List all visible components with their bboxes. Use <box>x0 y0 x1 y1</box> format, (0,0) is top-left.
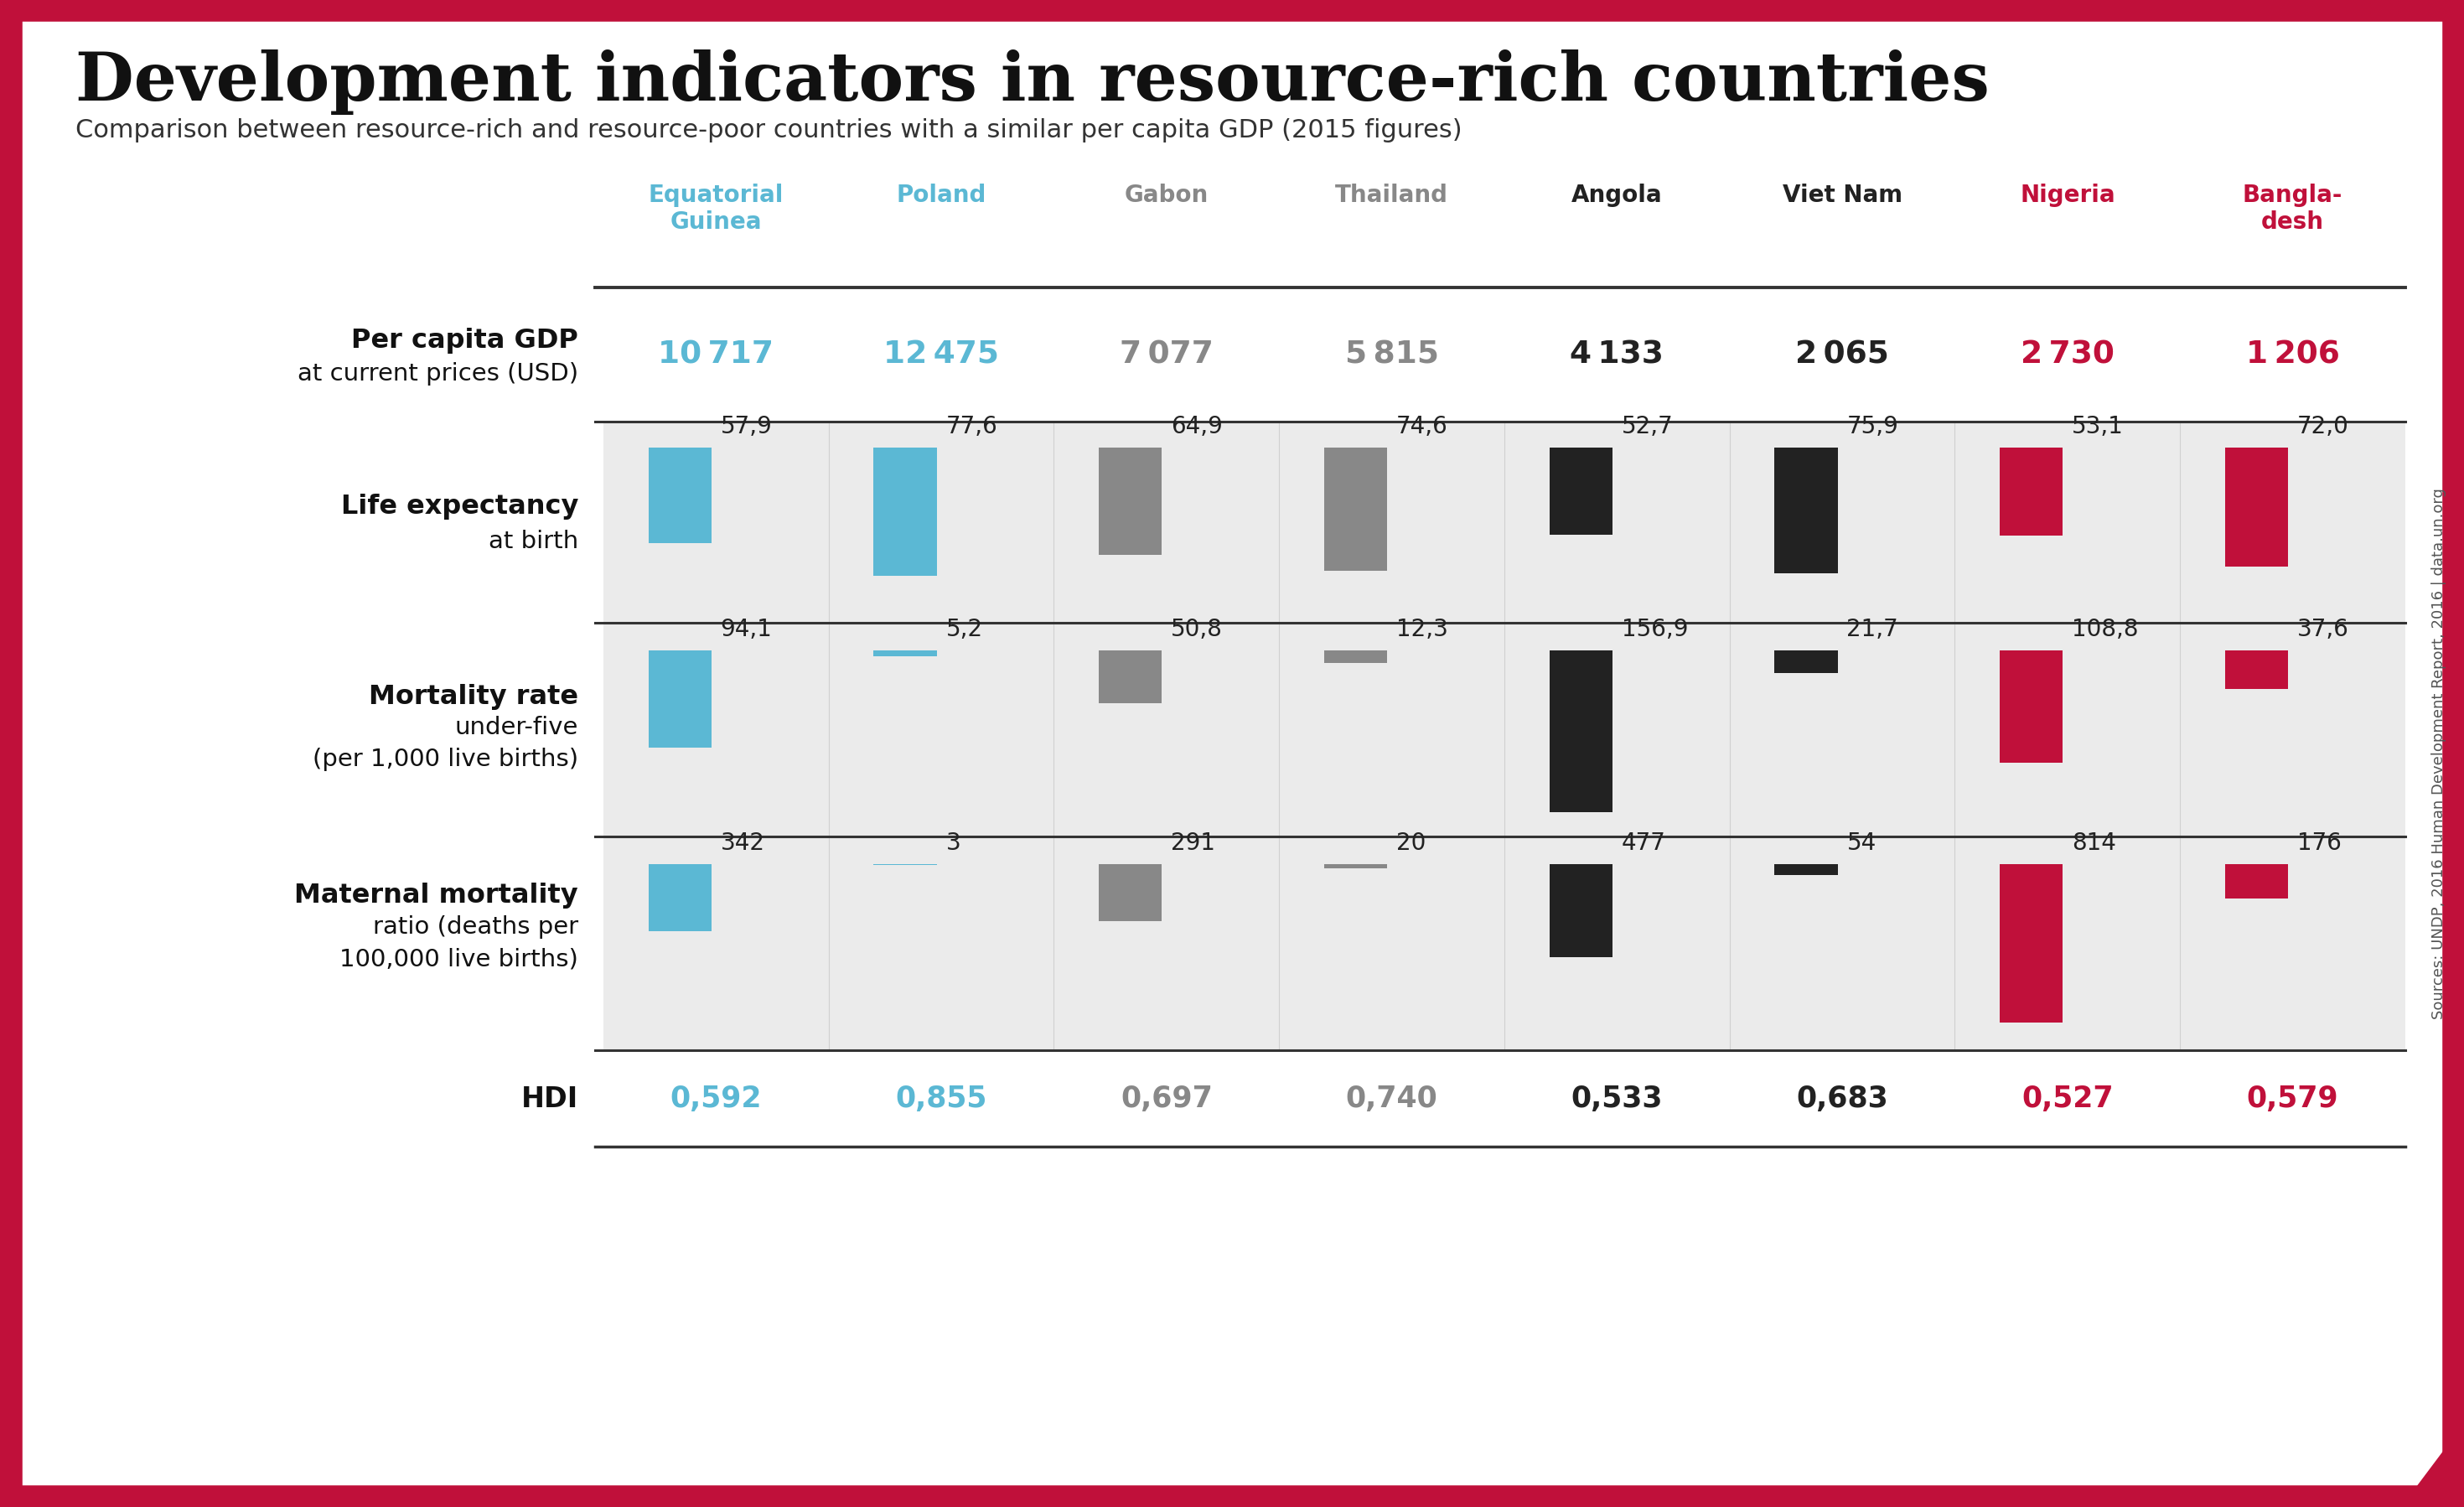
Bar <box>648 651 712 747</box>
Text: 342: 342 <box>719 832 764 854</box>
Text: 2 730: 2 730 <box>2020 341 2114 371</box>
Text: 0,740: 0,740 <box>1345 1085 1439 1112</box>
Text: 291: 291 <box>1170 832 1215 854</box>
Text: Sources: UNDP, 2016 Human Development Report, 2016 | data.un.org: Sources: UNDP, 2016 Human Development Re… <box>2432 488 2447 1019</box>
Bar <box>1099 651 1163 704</box>
Text: 0,592: 0,592 <box>670 1085 761 1112</box>
Bar <box>1323 448 1387 571</box>
Text: 0,697: 0,697 <box>1121 1085 1212 1112</box>
Text: 0,527: 0,527 <box>2020 1085 2114 1112</box>
Bar <box>2001 865 2062 1023</box>
Text: 75,9: 75,9 <box>1846 414 1900 439</box>
Text: Poland: Poland <box>897 184 986 206</box>
Text: 50,8: 50,8 <box>1170 618 1222 640</box>
Text: Equatorial
Guinea: Equatorial Guinea <box>648 184 784 234</box>
Bar <box>2225 865 2289 898</box>
Text: 94,1: 94,1 <box>719 618 771 640</box>
Bar <box>875 651 936 657</box>
Text: Nigeria: Nigeria <box>2020 184 2114 206</box>
Text: 1 206: 1 206 <box>2245 341 2341 371</box>
Bar <box>2001 448 2062 536</box>
Text: under-five: under-five <box>456 716 579 740</box>
Text: 5,2: 5,2 <box>946 618 983 640</box>
Text: 7 077: 7 077 <box>1119 341 1212 371</box>
Text: HDI: HDI <box>520 1085 579 1112</box>
Bar <box>1774 651 1838 674</box>
Text: 53,1: 53,1 <box>2072 414 2124 439</box>
Text: 20: 20 <box>1397 832 1427 854</box>
Text: 0,579: 0,579 <box>2247 1085 2338 1112</box>
Text: 477: 477 <box>1621 832 1666 854</box>
Text: 64,9: 64,9 <box>1170 414 1222 439</box>
Text: 0,855: 0,855 <box>894 1085 988 1112</box>
Bar <box>1550 448 1611 535</box>
Text: 108,8: 108,8 <box>2072 618 2139 640</box>
Bar <box>604 836 2405 1050</box>
Text: 21,7: 21,7 <box>1846 618 1897 640</box>
Bar <box>648 865 712 931</box>
Text: Comparison between resource-rich and resource-poor countries with a similar per : Comparison between resource-rich and res… <box>76 118 1461 142</box>
Text: 3: 3 <box>946 832 961 854</box>
Text: 10 717: 10 717 <box>658 341 774 371</box>
Text: 54: 54 <box>1846 832 1875 854</box>
Bar <box>604 624 2405 836</box>
Bar <box>1550 865 1611 957</box>
Text: 814: 814 <box>2072 832 2117 854</box>
Bar <box>1323 651 1387 663</box>
Text: 176: 176 <box>2296 832 2341 854</box>
Text: 12,3: 12,3 <box>1397 618 1449 640</box>
Text: 77,6: 77,6 <box>946 414 998 439</box>
Text: 156,9: 156,9 <box>1621 618 1688 640</box>
Text: Life expectancy: Life expectancy <box>340 493 579 518</box>
Bar <box>1774 448 1838 574</box>
Text: 2 065: 2 065 <box>1796 341 1890 371</box>
Text: Per capita GDP: Per capita GDP <box>352 327 579 353</box>
Text: 0,683: 0,683 <box>1796 1085 1887 1112</box>
Bar <box>2225 651 2289 690</box>
Text: Maternal mortality: Maternal mortality <box>296 882 579 909</box>
Bar <box>648 448 712 544</box>
Bar <box>875 448 936 576</box>
Text: 5 815: 5 815 <box>1345 341 1439 371</box>
Bar <box>1323 865 1387 868</box>
Text: 37,6: 37,6 <box>2296 618 2348 640</box>
Text: 100,000 live births): 100,000 live births) <box>340 946 579 971</box>
Bar <box>1774 865 1838 876</box>
Text: Gabon: Gabon <box>1124 184 1207 206</box>
Bar <box>1099 448 1163 555</box>
Text: Angola: Angola <box>1572 184 1663 206</box>
Text: Development indicators in resource-rich countries: Development indicators in resource-rich … <box>76 50 1988 115</box>
Text: (per 1,000 live births): (per 1,000 live births) <box>313 747 579 770</box>
Bar <box>1099 865 1163 921</box>
Text: Bangla-
desh: Bangla- desh <box>2242 184 2343 234</box>
Bar <box>2225 448 2289 567</box>
Text: Mortality rate: Mortality rate <box>370 684 579 710</box>
Text: Thailand: Thailand <box>1335 184 1449 206</box>
Text: 52,7: 52,7 <box>1621 414 1673 439</box>
Text: 72,0: 72,0 <box>2296 414 2348 439</box>
Bar <box>604 422 2405 624</box>
Bar <box>2001 651 2062 763</box>
Polygon shape <box>2400 1423 2464 1507</box>
Text: at birth: at birth <box>488 529 579 553</box>
Text: 12 475: 12 475 <box>885 341 998 371</box>
Text: 57,9: 57,9 <box>719 414 771 439</box>
Text: 4 133: 4 133 <box>1570 341 1663 371</box>
Text: 74,6: 74,6 <box>1397 414 1449 439</box>
Text: 0,533: 0,533 <box>1572 1085 1663 1112</box>
Text: ratio (deaths per: ratio (deaths per <box>372 915 579 939</box>
Text: Viet Nam: Viet Nam <box>1781 184 1902 206</box>
Text: at current prices (USD): at current prices (USD) <box>298 362 579 386</box>
Bar <box>1550 651 1611 812</box>
